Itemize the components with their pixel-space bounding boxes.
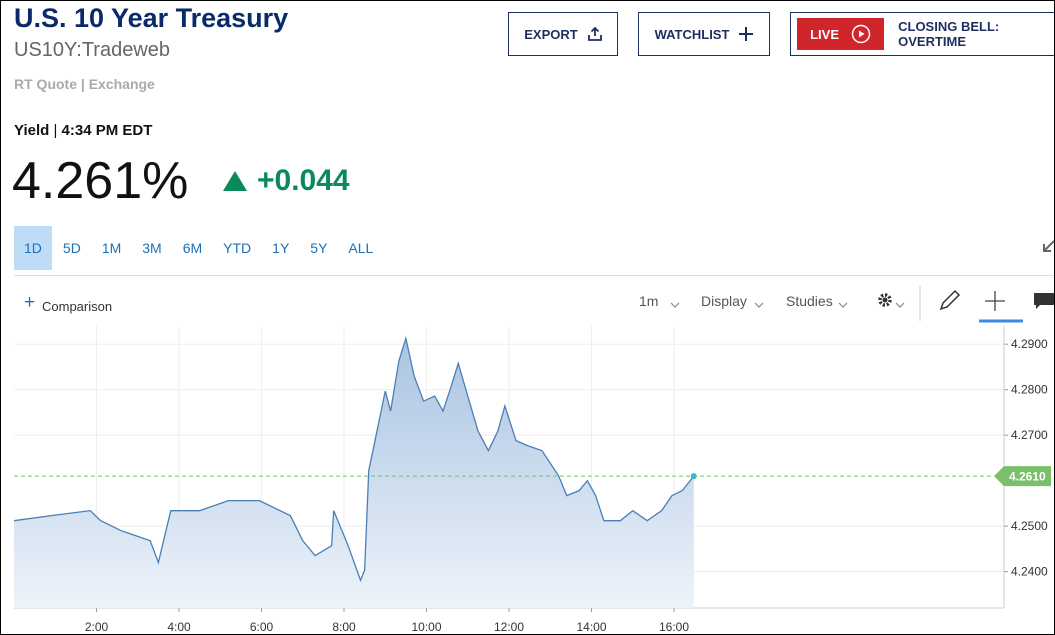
x-tick-label: 14:00 — [576, 620, 606, 634]
quote-time: 4:34 PM EDT — [61, 122, 153, 139]
studies-menu[interactable]: Studies — [786, 293, 833, 309]
comparison[interactable]: Comparison — [42, 299, 113, 314]
range-tab[interactable]: 5Y — [310, 240, 328, 256]
quote-line: Yield | 4:34 PM EDT — [14, 122, 153, 139]
divider — [14, 275, 1054, 276]
range-tab[interactable]: YTD — [223, 240, 252, 256]
range-tab[interactable]: 1D — [14, 226, 52, 270]
area — [14, 338, 694, 608]
price: 4.261% — [12, 152, 189, 210]
y-tick-label: 4.2700 — [1011, 428, 1048, 442]
y-tick-label: 4.2500 — [1011, 519, 1048, 533]
export-button[interactable]: EXPORT — [508, 12, 618, 56]
live-badge: LIVE — [797, 18, 885, 50]
range-tab[interactable]: 6M — [182, 240, 203, 256]
symbol: US10Y:Tradeweb — [14, 39, 171, 61]
display-menu[interactable]: Display — [701, 293, 747, 309]
collapse-icon[interactable] — [1042, 239, 1055, 253]
line — [13, 335, 695, 583]
watchlist-button[interactable]: WATCHLIST — [638, 12, 770, 56]
source: RT Quote | Exchange — [14, 76, 155, 92]
quote-label: Yield — [14, 122, 50, 139]
range-tab[interactable]: 3M — [142, 240, 162, 256]
interval[interactable]: 1m — [639, 293, 659, 309]
reference-tag — [994, 466, 1051, 487]
range-tab[interactable]: 1M — [101, 240, 122, 256]
play-icon — [851, 24, 871, 44]
range-tab[interactable]: ALL — [348, 240, 374, 256]
title: U.S. 10 Year Treasury — [14, 3, 289, 33]
x-tick-label: 4:00 — [167, 620, 191, 634]
y-tick-label: 4.2900 — [1011, 337, 1048, 351]
plus-icon — [739, 27, 754, 41]
x-tick-label: 8:00 — [332, 620, 356, 634]
x-tick-label: 2:00 — [85, 620, 109, 634]
export-label: EXPORT — [524, 26, 578, 42]
x-tick-label: 12:00 — [494, 620, 524, 634]
toolbar-icons — [670, 286, 1054, 323]
reference-label: 4.2610 — [1009, 470, 1046, 484]
x-tick-label: 6:00 — [250, 620, 274, 634]
x-tick-label: 10:00 — [411, 620, 441, 634]
range-tab[interactable]: 5D — [62, 240, 81, 256]
live-label: LIVE — [810, 26, 839, 42]
range-tabs: 1D 5D 1M 3M 6M YTD 1Y 5Y ALL — [14, 226, 384, 270]
export-icon — [587, 27, 602, 41]
change: +0.044 — [257, 164, 350, 197]
comparison-plus[interactable]: + — [24, 292, 36, 313]
up-arrow — [223, 171, 247, 191]
live-show: CLOSING BELL: OVERTIME — [898, 19, 1000, 49]
y-tick-label: 4.2800 — [1011, 383, 1048, 397]
live-button[interactable]: LIVE CLOSING BELL: OVERTIME — [790, 12, 1054, 56]
x-tick-label: 16:00 — [659, 620, 689, 634]
watchlist-label: WATCHLIST — [654, 26, 730, 42]
range-tab[interactable]: 1Y — [272, 240, 290, 256]
y-tick-label: 4.2400 — [1011, 565, 1048, 579]
